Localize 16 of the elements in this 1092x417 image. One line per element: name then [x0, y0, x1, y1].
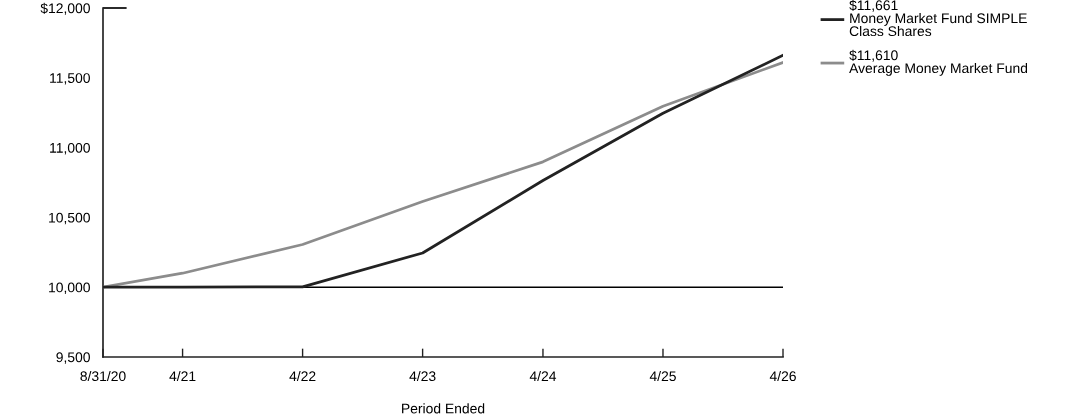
- y-tick-label: 11,000: [50, 142, 90, 155]
- x-axis-title: Period Ended: [402, 403, 485, 414]
- legend-label: $11,610 Average Money Market Fund: [849, 49, 1028, 76]
- x-tick-label: 4/22: [289, 370, 316, 382]
- y-tick-label: $12,000: [40, 2, 90, 15]
- x-tick-label: 8/31/20: [80, 370, 126, 382]
- y-tick-label: 10,500: [49, 212, 90, 225]
- x-tick-label: 4/23: [409, 370, 436, 382]
- x-tick-label: 4/21: [169, 370, 196, 382]
- y-tick-label: 9,500: [56, 352, 90, 364]
- y-tick-label: 10,000: [49, 282, 90, 295]
- x-tick-label: 4/24: [529, 370, 557, 382]
- legend-label: $11,661 Money Market Fund SIMPLE Class Shares: [849, 0, 1027, 37]
- x-tick-label: 4/26: [769, 370, 796, 382]
- y-tick-label: 11,500: [50, 73, 90, 85]
- x-tick-label: 4/25: [649, 370, 676, 382]
